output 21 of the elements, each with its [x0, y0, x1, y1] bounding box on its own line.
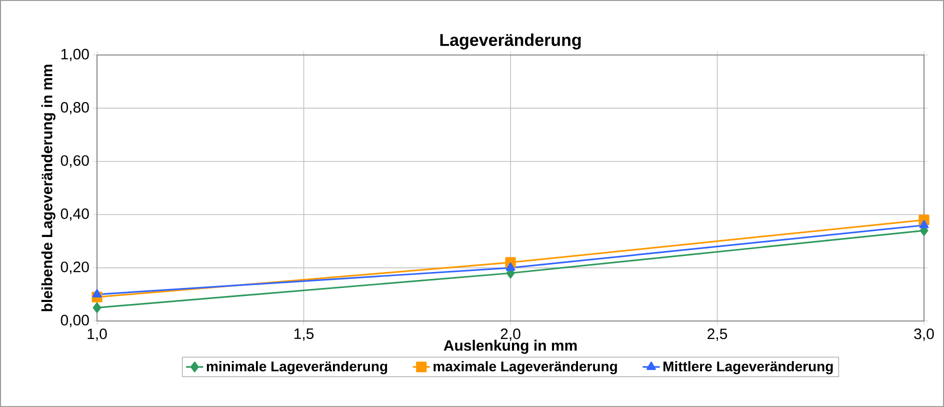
y-tick-label: 1,00 [61, 48, 89, 62]
x-tick-label: 1,0 [88, 328, 107, 341]
y-axis-title: bleibende Lageveränderung in mm [41, 64, 56, 312]
x-tick-label: 3,0 [914, 328, 934, 341]
point [92, 302, 102, 313]
legend-label: minimale Lageveränderung [206, 361, 388, 374]
x-tick-label: 2,5 [708, 328, 728, 341]
chart-title: Lageveränderung [440, 34, 581, 50]
point [506, 262, 516, 271]
y-tick-label: 0,60 [60, 155, 89, 168]
x-tick-label: 1,5 [294, 328, 314, 341]
x-tick-label: 2,0 [500, 328, 520, 341]
legend-label: Mittlere Lageveränderung [663, 361, 833, 374]
y-tick-label: 0,20 [60, 262, 89, 274]
y-tick-label: 0,40 [60, 208, 89, 221]
legend-label: maximale Lageveränderung [434, 361, 617, 374]
point [919, 220, 929, 228]
y-tick-label: 0,80 [60, 102, 89, 114]
point [92, 289, 102, 298]
y-tick-label: 0,00 [60, 314, 89, 328]
x-axis-title: Auslenkung in mm [444, 340, 577, 354]
